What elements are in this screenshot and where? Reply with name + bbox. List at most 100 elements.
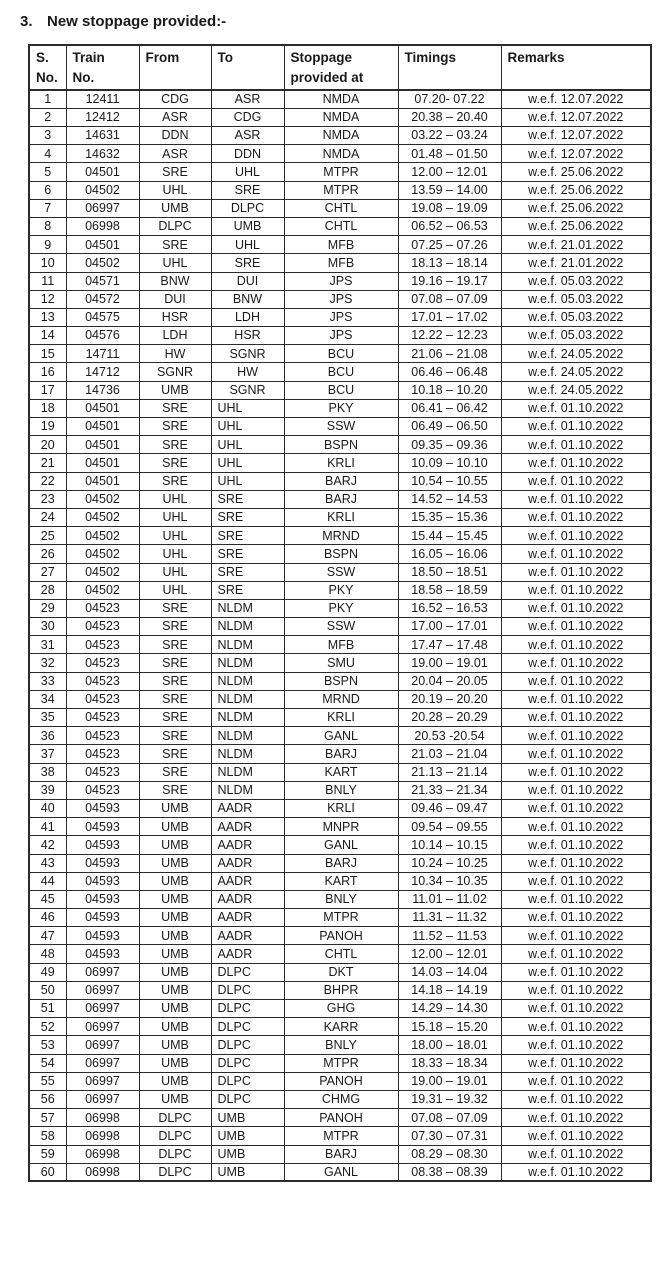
cell-from: UHL xyxy=(138,580,212,600)
cell-stoppage: SMU xyxy=(283,653,399,673)
cell-sno: 57 xyxy=(28,1108,67,1128)
cell-stoppage: BARJ xyxy=(283,853,399,873)
table-row: 8 06998 DLPC UMB CHTL 06.52 – 06.53 w.e.f. 25.… xyxy=(28,216,652,237)
cell-remarks: w.e.f. 01.10.2022 xyxy=(500,562,652,582)
cell-stoppage: NMDA xyxy=(283,107,399,128)
cell-to: AADR xyxy=(210,871,285,891)
cell-timings: 21.03 – 21.04 xyxy=(397,744,502,764)
cell-remarks: w.e.f. 12.07.2022 xyxy=(500,125,652,146)
table-row: 3 14631 DDN ASR NMDA 03.22 – 03.24 w.e.f. 12.0… xyxy=(28,125,652,146)
cell-from: SRE xyxy=(138,744,212,764)
cell-sno: 1 xyxy=(28,89,67,109)
cell-train-no: 04501 xyxy=(65,162,140,182)
cell-timings: 06.46 – 06.48 xyxy=(397,362,502,382)
cell-train-no: 14631 xyxy=(65,125,140,146)
cell-train-no: 04502 xyxy=(65,489,140,509)
cell-timings: 12.00 – 12.01 xyxy=(397,944,502,964)
table-row: 43 04593 UMB AADR BARJ 10.24 – 10.25 w.e.f. 01… xyxy=(28,853,652,873)
cell-remarks: w.e.f. 12.07.2022 xyxy=(500,89,652,109)
cell-timings: 09.54 – 09.55 xyxy=(397,817,502,837)
cell-timings: 13.59 – 14.00 xyxy=(397,180,502,200)
table-row: 22 04501 SRE UHL BARJ 10.54 – 10.55 w.e.f. 01.… xyxy=(28,471,652,491)
table-row: 21 04501 SRE UHL KRLI 10.09 – 10.10 w.e.f. 01.… xyxy=(28,453,652,473)
cell-train-no: 04502 xyxy=(65,562,140,582)
header-sno: S. No. xyxy=(28,44,67,92)
cell-remarks: w.e.f. 01.10.2022 xyxy=(500,471,652,491)
table-row: 45 04593 UMB AADR BNLY 11.01 – 11.02 w.e.f. 01… xyxy=(28,889,652,910)
cell-timings: 10.24 – 10.25 xyxy=(397,853,502,873)
cell-stoppage: DKT xyxy=(283,962,399,982)
cell-to: SRE xyxy=(210,253,285,273)
cell-timings: 07.25 – 07.26 xyxy=(397,235,502,255)
cell-sno: 29 xyxy=(28,598,67,619)
cell-to: DLPC xyxy=(210,962,285,982)
cell-train-no: 04502 xyxy=(65,526,140,546)
cell-to: NLDM xyxy=(210,653,285,673)
cell-timings: 18.58 – 18.59 xyxy=(397,580,502,600)
cell-from: DUI xyxy=(138,289,212,309)
cell-to: DLPC xyxy=(210,998,285,1019)
cell-stoppage: GANL xyxy=(283,1162,399,1182)
cell-sno: 5 xyxy=(28,162,67,182)
cell-train-no: 04572 xyxy=(65,289,140,309)
document-page: 3. New stoppage provided:- S. No. Train … xyxy=(20,13,652,1183)
cell-train-no: 04502 xyxy=(65,253,140,273)
cell-remarks: w.e.f. 01.10.2022 xyxy=(500,507,652,528)
cell-timings: 18.13 – 18.14 xyxy=(397,253,502,273)
table-row: 12 04572 DUI BNW JPS 07.08 – 07.09 w.e.f. 05.0… xyxy=(28,289,652,309)
cell-from: UMB xyxy=(138,380,212,400)
table-row: 52 06997 UMB DLPC KARR 15.18 – 15.20 w.e.f. 01… xyxy=(28,1017,652,1037)
cell-train-no: 04523 xyxy=(65,671,140,691)
cell-timings: 20.38 – 20.40 xyxy=(397,107,502,128)
cell-stoppage: GANL xyxy=(283,835,399,855)
cell-sno: 28 xyxy=(28,580,67,600)
cell-sno: 23 xyxy=(28,489,67,509)
cell-sno: 16 xyxy=(28,362,67,382)
table-row: 17 14736 UMB SGNR BCU 10.18 – 10.20 w.e.f. 24.… xyxy=(28,380,652,400)
cell-remarks: w.e.f. 01.10.2022 xyxy=(500,598,652,619)
cell-train-no: 04593 xyxy=(65,944,140,964)
table-row: 7 06997 UMB DLPC CHTL 19.08 – 19.09 w.e.f. 25.… xyxy=(28,198,652,218)
cell-from: ASR xyxy=(138,144,212,164)
cell-to: NLDM xyxy=(210,744,285,764)
cell-train-no: 06997 xyxy=(65,198,140,218)
cell-to: NLDM xyxy=(210,780,285,800)
cell-from: HSR xyxy=(138,307,212,328)
cell-remarks: w.e.f. 01.10.2022 xyxy=(500,1089,652,1110)
cell-from: DLPC xyxy=(138,1162,212,1182)
table-row: 24 04502 UHL SRE KRLI 15.35 – 15.36 w.e.f. 01.… xyxy=(28,507,652,528)
cell-stoppage: BARJ xyxy=(283,471,399,491)
cell-remarks: w.e.f. 21.01.2022 xyxy=(500,235,652,255)
cell-train-no: 04593 xyxy=(65,817,140,837)
cell-remarks: w.e.f. 01.10.2022 xyxy=(500,762,652,782)
cell-timings: 10.18 – 10.20 xyxy=(397,380,502,400)
cell-sno: 10 xyxy=(28,253,67,273)
table-row: 26 04502 UHL SRE BSPN 16.05 – 16.06 w.e.f. 01.… xyxy=(28,544,652,564)
cell-stoppage: KRLI xyxy=(283,453,399,473)
cell-sno: 34 xyxy=(28,689,67,710)
table-row: 57 06998 DLPC UMB PANOH 07.08 – 07.09 w.e.f. 0… xyxy=(28,1108,652,1128)
cell-to: SRE xyxy=(210,526,285,546)
cell-timings: 07.20- 07.22 xyxy=(397,89,502,109)
cell-timings: 18.50 – 18.51 xyxy=(397,562,502,582)
cell-remarks: w.e.f. 21.01.2022 xyxy=(500,253,652,273)
cell-to: HW xyxy=(210,362,285,382)
cell-from: SRE xyxy=(138,707,212,728)
cell-train-no: 04593 xyxy=(65,908,140,928)
cell-from: UMB xyxy=(138,962,212,982)
cell-timings: 21.33 – 21.34 xyxy=(397,780,502,800)
table-row: 18 04501 SRE UHL PKY 06.41 – 06.42 w.e.f. 01.1… xyxy=(28,398,652,419)
cell-to: DLPC xyxy=(210,1035,285,1055)
cell-remarks: w.e.f. 25.06.2022 xyxy=(500,216,652,237)
cell-remarks: w.e.f. 01.10.2022 xyxy=(500,544,652,564)
cell-stoppage: SSW xyxy=(283,416,399,437)
table-row: 50 06997 UMB DLPC BHPR 14.18 – 14.19 w.e.f. 01… xyxy=(28,980,652,1001)
cell-to: AADR xyxy=(210,817,285,837)
table-row: 32 04523 SRE NLDM SMU 19.00 – 19.01 w.e.f. 01.… xyxy=(28,653,652,673)
cell-timings: 21.06 – 21.08 xyxy=(397,344,502,364)
table-row: 14 04576 LDH HSR JPS 12.22 – 12.23 w.e.f. 05.0… xyxy=(28,326,652,346)
header-train-no: Train No. xyxy=(65,44,140,92)
table-row: 39 04523 SRE NLDM BNLY 21.33 – 21.34 w.e.f. 01… xyxy=(28,780,652,800)
cell-sno: 35 xyxy=(28,707,67,728)
cell-train-no: 04523 xyxy=(65,780,140,800)
